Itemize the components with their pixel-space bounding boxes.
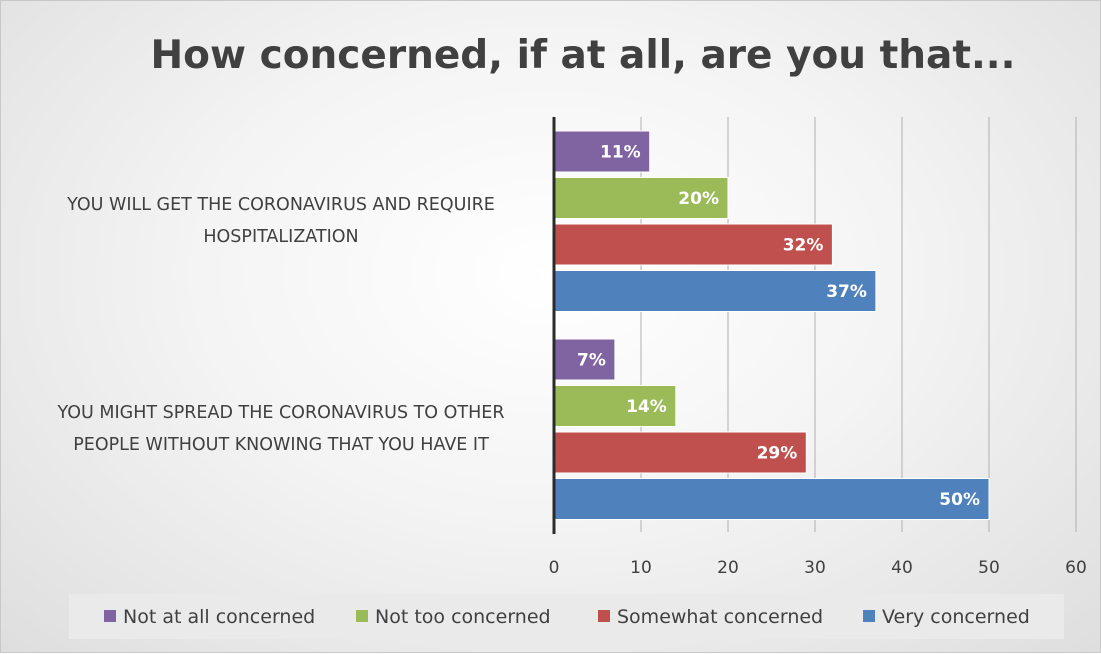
legend: Not at all concerned Not too concerned Som… bbox=[69, 594, 1064, 639]
legend-label: Not too concerned bbox=[375, 606, 551, 628]
data-label: 20% bbox=[678, 189, 719, 209]
legend-box bbox=[69, 594, 1064, 639]
category-label: YOU WILL GET THE CORONAVIRUS AND REQUIRE bbox=[66, 195, 495, 215]
x-tick-labels: 0 10 20 30 40 50 60 bbox=[549, 558, 1087, 578]
data-label: 7% bbox=[577, 351, 606, 371]
legend-swatch bbox=[598, 610, 610, 622]
category-labels: YOU WILL GET THE CORONAVIRUS AND REQUIRE… bbox=[57, 195, 505, 455]
bar bbox=[553, 130, 651, 173]
value-labels: 11% 20% 32% 37% 7% 14% 29% 50% bbox=[577, 143, 980, 511]
x-tick-label: 30 bbox=[804, 558, 826, 578]
bar bbox=[553, 431, 807, 474]
data-label: 50% bbox=[939, 490, 980, 510]
legend-swatch bbox=[863, 610, 875, 622]
data-label: 14% bbox=[626, 397, 667, 417]
category-label: HOSPITALIZATION bbox=[203, 227, 358, 247]
bar bbox=[553, 338, 616, 381]
data-label: 37% bbox=[826, 282, 867, 302]
bar bbox=[553, 270, 877, 312]
x-tick-label: 0 bbox=[549, 558, 560, 578]
x-tick-label: 10 bbox=[630, 558, 652, 578]
bar bbox=[553, 385, 677, 427]
category-label: YOU MIGHT SPREAD THE CORONAVIRUS TO OTHE… bbox=[57, 403, 505, 423]
legend-label: Very concerned bbox=[882, 606, 1030, 628]
x-tick-label: 60 bbox=[1065, 558, 1087, 578]
bar bbox=[553, 223, 833, 266]
chart-title: How concerned, if at all, are you that..… bbox=[151, 33, 1016, 78]
x-tick-label: 20 bbox=[717, 558, 739, 578]
legend-swatch bbox=[104, 610, 116, 622]
x-tick-label: 50 bbox=[978, 558, 1000, 578]
legend-label: Somewhat concerned bbox=[617, 606, 823, 628]
legend-label: Not at all concerned bbox=[123, 606, 315, 628]
data-label: 11% bbox=[600, 143, 641, 163]
category-label: PEOPLE WITHOUT KNOWING THAT YOU HAVE IT bbox=[73, 435, 489, 455]
bar bbox=[553, 478, 990, 520]
data-label: 32% bbox=[783, 236, 824, 256]
data-label: 29% bbox=[757, 444, 798, 464]
x-tick-label: 40 bbox=[891, 558, 913, 578]
bars bbox=[552, 117, 990, 534]
legend-swatch bbox=[356, 610, 368, 622]
